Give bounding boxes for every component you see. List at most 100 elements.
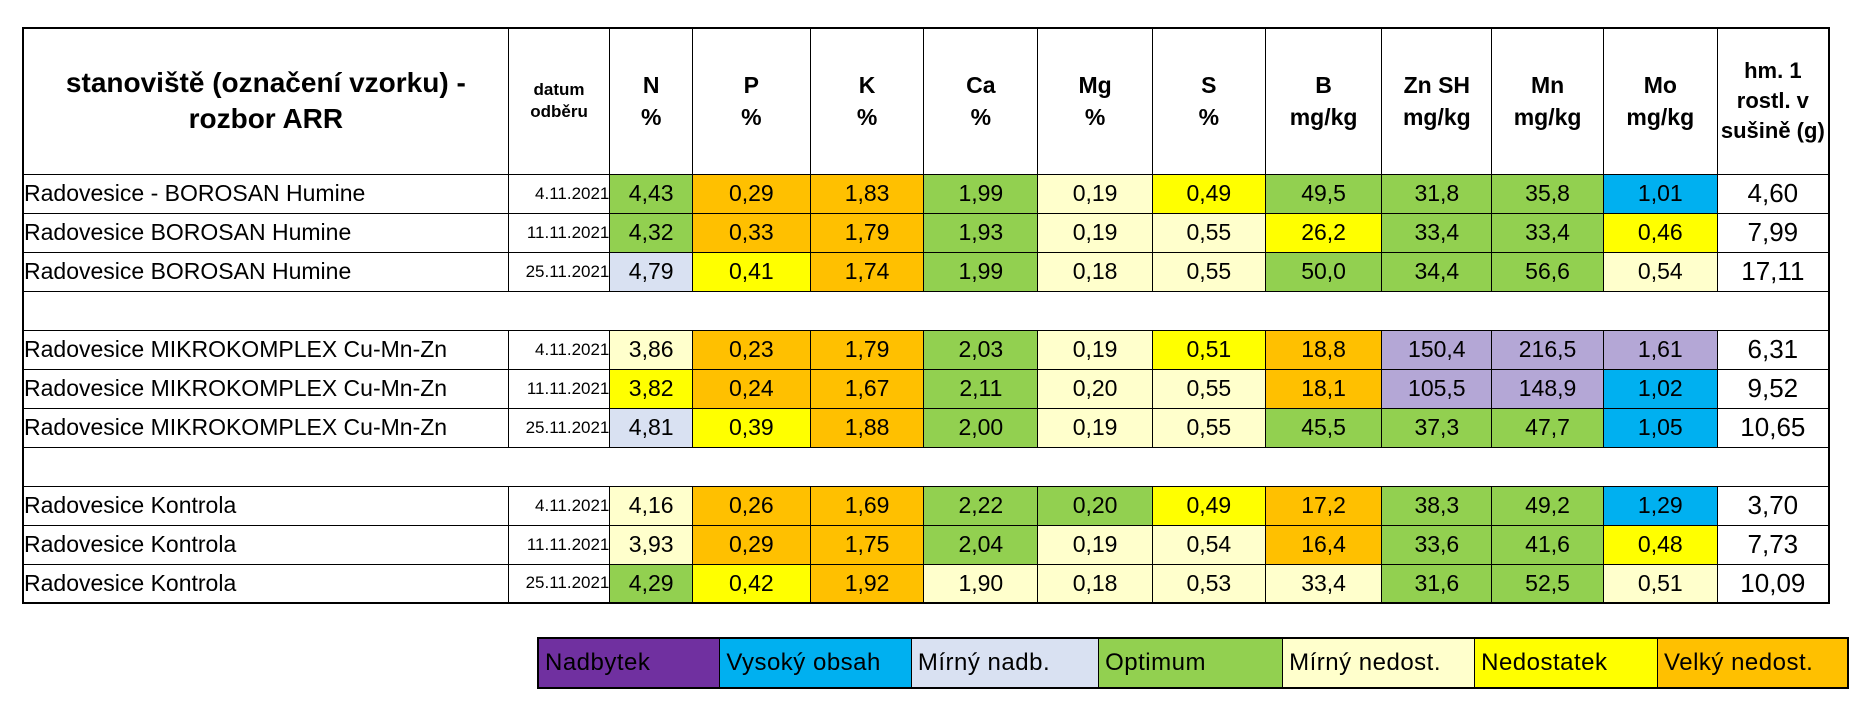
value-cell: 216,5: [1491, 329, 1604, 370]
spacer-row: [23, 446, 1829, 487]
value-cell: 2,04: [923, 524, 1039, 565]
value-cell: 1,79: [809, 212, 925, 253]
value-cell: 0,55: [1151, 212, 1266, 253]
value-cell: 47,7: [1491, 407, 1604, 448]
spacer-cell: [23, 446, 1829, 487]
value-cell: 1,92: [809, 563, 925, 604]
date-cell: 25.11.2021: [507, 251, 611, 292]
weight-cell: 3,70: [1716, 485, 1830, 526]
value-cell: 0,51: [1151, 329, 1266, 370]
value-cell: 1,05: [1602, 407, 1718, 448]
value-cell: 0,24: [691, 368, 811, 409]
value-cell: 2,22: [923, 485, 1039, 526]
date-cell: 4.11.2021: [507, 329, 611, 370]
legend-item-opt: Optimum: [1098, 637, 1284, 689]
weight-cell: 17,11: [1716, 251, 1830, 292]
value-cell: 56,6: [1491, 251, 1604, 292]
header-element: Mg%: [1037, 27, 1153, 175]
value-cell: 0,19: [1037, 407, 1153, 448]
legend-item-mnd: Mírný nedost.: [1282, 637, 1476, 689]
value-cell: 1,75: [809, 524, 925, 565]
value-cell: 34,4: [1381, 251, 1493, 292]
value-cell: 18,8: [1264, 329, 1383, 370]
value-cell: 49,2: [1491, 485, 1604, 526]
value-cell: 0,53: [1151, 563, 1266, 604]
value-cell: 0,49: [1151, 485, 1266, 526]
table-row: Radovesice BOROSAN Humine 11.11.2021 4,32 0…: [22, 212, 1830, 253]
value-cell: 38,3: [1381, 485, 1493, 526]
value-cell: 0,19: [1037, 329, 1153, 370]
weight-cell: 9,52: [1716, 368, 1830, 409]
weight-cell: 7,99: [1716, 212, 1830, 253]
value-cell: 0,33: [691, 212, 811, 253]
date-cell: 4.11.2021: [507, 173, 611, 214]
header-element: K%: [809, 27, 925, 175]
value-cell: 37,3: [1381, 407, 1493, 448]
value-cell: 0,46: [1602, 212, 1718, 253]
legend-item-vel: Velký nedost.: [1657, 637, 1849, 689]
value-cell: 0,51: [1602, 563, 1718, 604]
value-cell: 4,43: [609, 173, 693, 214]
header-element: P%: [691, 27, 811, 175]
value-cell: 17,2: [1264, 485, 1383, 526]
value-cell: 0,29: [691, 524, 811, 565]
header-date: datum odběru: [507, 27, 611, 175]
site-cell: Radovesice - BOROSAN Humine: [22, 173, 509, 214]
header-element: N%: [609, 27, 693, 175]
value-cell: 0,23: [691, 329, 811, 370]
value-cell: 4,32: [609, 212, 693, 253]
value-cell: 49,5: [1264, 173, 1383, 214]
legend-row: Nadbytek Vysoký obsah Mírný nadb. Optimum Mí…: [537, 637, 1849, 689]
value-cell: 33,4: [1381, 212, 1493, 253]
value-cell: 0,19: [1037, 212, 1153, 253]
value-cell: 0,55: [1151, 407, 1266, 448]
value-cell: 0,54: [1151, 524, 1266, 565]
value-cell: 3,93: [609, 524, 693, 565]
value-cell: 35,8: [1491, 173, 1604, 214]
value-cell: 105,5: [1381, 368, 1493, 409]
table-body: Radovesice - BOROSAN Humine 4.11.2021 4,43…: [22, 173, 1830, 604]
date-cell: 11.11.2021: [507, 524, 611, 565]
value-cell: 0,19: [1037, 173, 1153, 214]
site-cell: Radovesice Kontrola: [22, 485, 509, 526]
value-cell: 16,4: [1264, 524, 1383, 565]
value-cell: 26,2: [1264, 212, 1383, 253]
value-cell: 33,4: [1264, 563, 1383, 604]
site-cell: Radovesice MIKROKOMPLEX Cu-Mn-Zn: [22, 368, 509, 409]
value-cell: 3,86: [609, 329, 693, 370]
site-cell: Radovesice BOROSAN Humine: [22, 212, 509, 253]
weight-cell: 4,60: [1716, 173, 1830, 214]
value-cell: 0,48: [1602, 524, 1718, 565]
weight-cell: 10,09: [1716, 563, 1830, 604]
value-cell: 0,39: [691, 407, 811, 448]
header-site: stanoviště (označení vzorku) - rozbor AR…: [22, 27, 509, 175]
value-cell: 41,6: [1491, 524, 1604, 565]
table-row: Radovesice MIKROKOMPLEX Cu-Mn-Zn 11.11.20…: [22, 368, 1830, 409]
header-element: Zn SH mg/kg: [1381, 27, 1493, 175]
table-row: Radovesice BOROSAN Humine 25.11.2021 4,79 0…: [22, 251, 1830, 292]
value-cell: 1,88: [809, 407, 925, 448]
spacer-row: [23, 290, 1829, 331]
table-row: Radovesice Kontrola 11.11.2021 3,93 0,29 1,7…: [22, 524, 1830, 565]
nutrient-analysis-table: stanoviště (označení vzorku) - rozbor AR…: [22, 27, 1830, 604]
value-cell: 0,41: [691, 251, 811, 292]
value-cell: 1,99: [923, 251, 1039, 292]
color-legend: Nadbytek Vysoký obsah Mírný nadb. Optimum Mí…: [537, 637, 1849, 689]
value-cell: 0,20: [1037, 368, 1153, 409]
legend-item-ned: Nedostatek: [1474, 637, 1659, 689]
header-element: S%: [1151, 27, 1266, 175]
value-cell: 4,81: [609, 407, 693, 448]
value-cell: 1,29: [1602, 485, 1718, 526]
value-cell: 0,55: [1151, 251, 1266, 292]
value-cell: 1,83: [809, 173, 925, 214]
value-cell: 31,8: [1381, 173, 1493, 214]
value-cell: 1,79: [809, 329, 925, 370]
value-cell: 0,29: [691, 173, 811, 214]
value-cell: 0,19: [1037, 524, 1153, 565]
value-cell: 0,54: [1602, 251, 1718, 292]
table-row: Radovesice - BOROSAN Humine 4.11.2021 4,43…: [22, 173, 1830, 214]
value-cell: 1,67: [809, 368, 925, 409]
value-cell: 2,11: [923, 368, 1039, 409]
value-cell: 1,93: [923, 212, 1039, 253]
